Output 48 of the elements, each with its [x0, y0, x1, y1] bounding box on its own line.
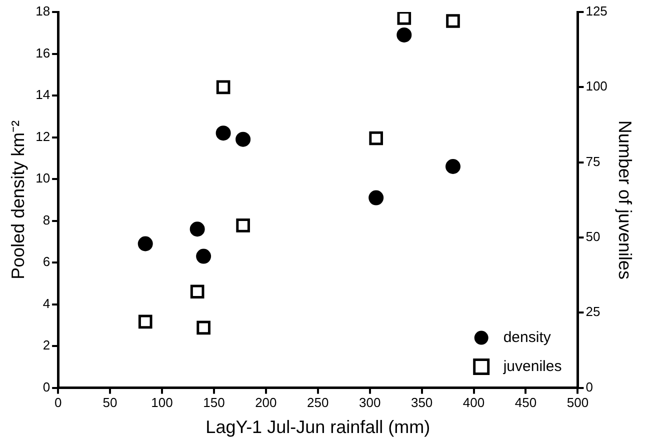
x-tick-label: 500 [566, 395, 589, 410]
point [236, 132, 251, 147]
point [445, 158, 460, 174]
y2-tick-label: 100 [586, 78, 608, 94]
y2-tick-label: 0 [586, 379, 593, 394]
point [216, 126, 231, 141]
point [138, 314, 152, 329]
x-tick-label: 50 [102, 395, 118, 410]
point [196, 248, 212, 264]
legend-label: juveniles [502, 358, 562, 375]
point [190, 284, 204, 298]
point [138, 236, 153, 252]
point [196, 320, 210, 335]
x-tick-label: 300 [359, 395, 381, 410]
y-tick-label: 10 [36, 170, 50, 186]
point [369, 131, 383, 146]
y2-tick-label: 25 [586, 304, 600, 320]
point [190, 222, 205, 237]
y-tick-label: 16 [36, 45, 50, 60]
x-tick-label: 150 [203, 395, 225, 410]
x-tick-label: 350 [410, 395, 433, 410]
y-tick-label: 18 [36, 4, 50, 19]
y2-tick-label: 125 [586, 4, 608, 19]
point [446, 14, 460, 28]
y-tick-label: 12 [36, 128, 50, 144]
y-tick-label: 0 [42, 379, 50, 394]
x-tick-label: 0 [54, 395, 62, 410]
y2-tick-label: 50 [586, 229, 600, 244]
y-tick-label: 2 [42, 338, 50, 353]
y-tick-label: 14 [36, 87, 50, 102]
point [236, 218, 250, 232]
point [397, 12, 412, 25]
y-axis-title: Pooled density km⁻² [8, 120, 28, 280]
x-axis-title: LagY-1 Jul-Jun rainfall (mm) [206, 417, 430, 438]
y-tick-label: 4 [42, 296, 50, 311]
legend-label: density [503, 328, 552, 346]
y-tick-label: 6 [42, 254, 50, 270]
y2-tick-label: 75 [586, 154, 600, 169]
x-tick-label: 200 [255, 395, 277, 410]
point [396, 27, 412, 42]
x-tick-label: 100 [151, 395, 173, 410]
y2-axis-title: Number of juveniles [615, 120, 636, 280]
x-tick-label: 450 [514, 395, 537, 410]
point [368, 190, 384, 206]
point [216, 80, 230, 94]
x-tick-label: 400 [462, 395, 485, 410]
y-tick-label: 8 [42, 212, 50, 228]
x-tick-label: 250 [307, 395, 329, 410]
